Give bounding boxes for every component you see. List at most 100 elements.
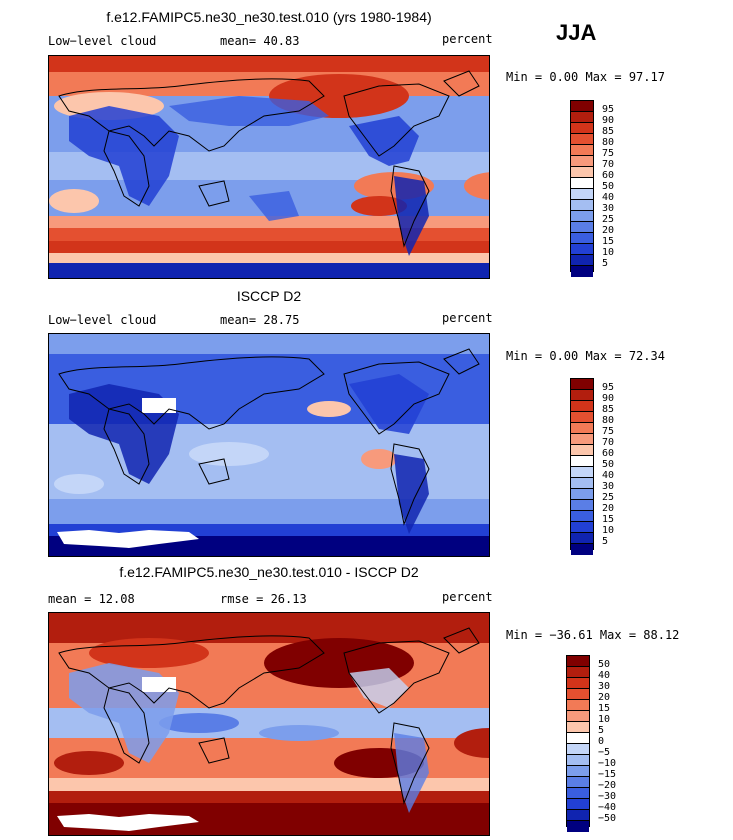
colorbar-tick-label: 0 xyxy=(598,736,605,747)
colorbar-box xyxy=(567,722,589,733)
colorbar-tick-label: −50 xyxy=(598,813,617,824)
panel-3-rmse-label: rmse = 26.13 xyxy=(220,592,307,606)
panel-3-minmax-label: Min = −36.61 Max = 88.12 xyxy=(506,628,680,642)
colorbar-tick-label: 75 xyxy=(602,148,615,159)
colorbar-box xyxy=(567,733,589,744)
colorbar-box xyxy=(567,689,589,700)
colorbar-tick-label: 85 xyxy=(602,404,615,415)
colorbar-tick-label: −15 xyxy=(598,769,617,780)
colorbar-box xyxy=(571,500,593,511)
colorbar-tick-label: −5 xyxy=(598,747,611,758)
colorbar-box xyxy=(571,101,593,112)
colorbar-tick-label: −40 xyxy=(598,802,617,813)
colorbar-box xyxy=(571,233,593,244)
colorbar-box xyxy=(571,255,593,266)
panel-2-minmax-label: Min = 0.00 Max = 72.34 xyxy=(506,349,665,363)
colorbar-box xyxy=(571,544,593,555)
colorbar-tick-label: 10 xyxy=(602,247,615,258)
colorbar-tick-label: 10 xyxy=(598,714,611,725)
panel-2-variable-label: Low−level cloud xyxy=(48,313,157,327)
panel-1-title: f.e12.FAMIPC5.ne30_ne30.test.010 (yrs 19… xyxy=(106,9,432,25)
panel-3-map xyxy=(48,612,490,836)
colorbar-tick-label: 70 xyxy=(602,437,615,448)
colorbar-tick-label: 80 xyxy=(602,415,615,426)
colorbar-box xyxy=(571,222,593,233)
colorbar-tick-label: 90 xyxy=(602,115,615,126)
colorbar-box xyxy=(571,244,593,255)
panel-1-minmax-label: Min = 0.00 Max = 97.17 xyxy=(506,70,665,84)
colorbar-tick-label: 85 xyxy=(602,126,615,137)
colorbar-tick-label: 95 xyxy=(602,382,615,393)
colorbar-tick-label: 70 xyxy=(602,159,615,170)
colorbar-box xyxy=(567,821,589,832)
colorbar-box xyxy=(567,656,589,667)
colorbar-box xyxy=(571,145,593,156)
panel-1-map xyxy=(48,55,490,279)
colorbar-box xyxy=(571,522,593,533)
colorbar-tick-label: 15 xyxy=(602,236,615,247)
colorbar-box xyxy=(571,467,593,478)
colorbar-box xyxy=(571,434,593,445)
panel-1-colorbar xyxy=(570,100,594,277)
panel-2-map xyxy=(48,333,490,557)
colorbar-box xyxy=(571,456,593,467)
colorbar-box xyxy=(571,211,593,222)
panel-1-variable-label: Low−level cloud xyxy=(48,34,157,48)
colorbar-box xyxy=(567,678,589,689)
panel-1-colorbar-labels: 95 90 85 80 75 70 60 50 40 30 25 20 15 10 5 xyxy=(602,100,642,272)
colorbar-tick-label: 5 xyxy=(602,258,609,269)
colorbar-box xyxy=(571,379,593,390)
colorbar-box xyxy=(571,489,593,500)
colorbar-box xyxy=(571,423,593,434)
panel-2-colorbar xyxy=(570,378,594,555)
colorbar-tick-label: 50 xyxy=(602,459,615,470)
colorbar-box xyxy=(571,511,593,522)
panel-3-units-label: percent xyxy=(442,590,493,604)
colorbar-box xyxy=(571,134,593,145)
colorbar-tick-label: 15 xyxy=(602,514,615,525)
colorbar-box xyxy=(571,390,593,401)
colorbar-box xyxy=(567,744,589,755)
colorbar-tick-label: 40 xyxy=(602,192,615,203)
panel-3-colorbar-labels: 50 40 30 20 15 10 5 0 −5 −10 −15 −20 −30 −40 −50 xyxy=(598,655,642,827)
colorbar-box xyxy=(567,755,589,766)
colorbar-box xyxy=(567,799,589,810)
colorbar-box xyxy=(571,401,593,412)
colorbar-tick-label: 15 xyxy=(598,703,611,714)
colorbar-box xyxy=(571,478,593,489)
colorbar-tick-label: 40 xyxy=(602,470,615,481)
colorbar-box xyxy=(571,533,593,544)
panel-2-units-label: percent xyxy=(442,311,493,325)
panel-3-mean-label: mean = 12.08 xyxy=(48,592,135,606)
panel-1-units-label: percent xyxy=(442,32,493,46)
colorbar-tick-label: 5 xyxy=(598,725,605,736)
panel-2-mean-label: mean= 28.75 xyxy=(220,313,300,327)
colorbar-box xyxy=(571,189,593,200)
colorbar-box xyxy=(567,777,589,788)
colorbar-tick-label: −20 xyxy=(598,780,617,791)
colorbar-box xyxy=(571,156,593,167)
panel-1-mean-label: mean= 40.83 xyxy=(220,34,300,48)
colorbar-tick-label: 60 xyxy=(602,448,615,459)
colorbar-tick-label: 25 xyxy=(602,492,615,503)
colorbar-box xyxy=(567,766,589,777)
colorbar-box xyxy=(571,200,593,211)
colorbar-tick-label: 60 xyxy=(602,170,615,181)
colorbar-tick-label: 80 xyxy=(602,137,615,148)
colorbar-box xyxy=(567,711,589,722)
colorbar-tick-label: 5 xyxy=(602,536,609,547)
colorbar-tick-label: 20 xyxy=(602,225,615,236)
colorbar-tick-label: 25 xyxy=(602,214,615,225)
colorbar-tick-label: 30 xyxy=(602,481,615,492)
colorbar-box xyxy=(571,266,593,277)
colorbar-tick-label: 75 xyxy=(602,426,615,437)
colorbar-box xyxy=(571,123,593,134)
colorbar-box xyxy=(571,412,593,423)
colorbar-tick-label: 50 xyxy=(602,181,615,192)
colorbar-tick-label: 40 xyxy=(598,670,611,681)
colorbar-box xyxy=(571,178,593,189)
colorbar-box xyxy=(567,788,589,799)
panel-3-title: f.e12.FAMIPC5.ne30_ne30.test.010 - ISCCP… xyxy=(119,564,419,580)
panel-2-title: ISCCP D2 xyxy=(236,288,302,304)
colorbar-tick-label: 30 xyxy=(598,681,611,692)
